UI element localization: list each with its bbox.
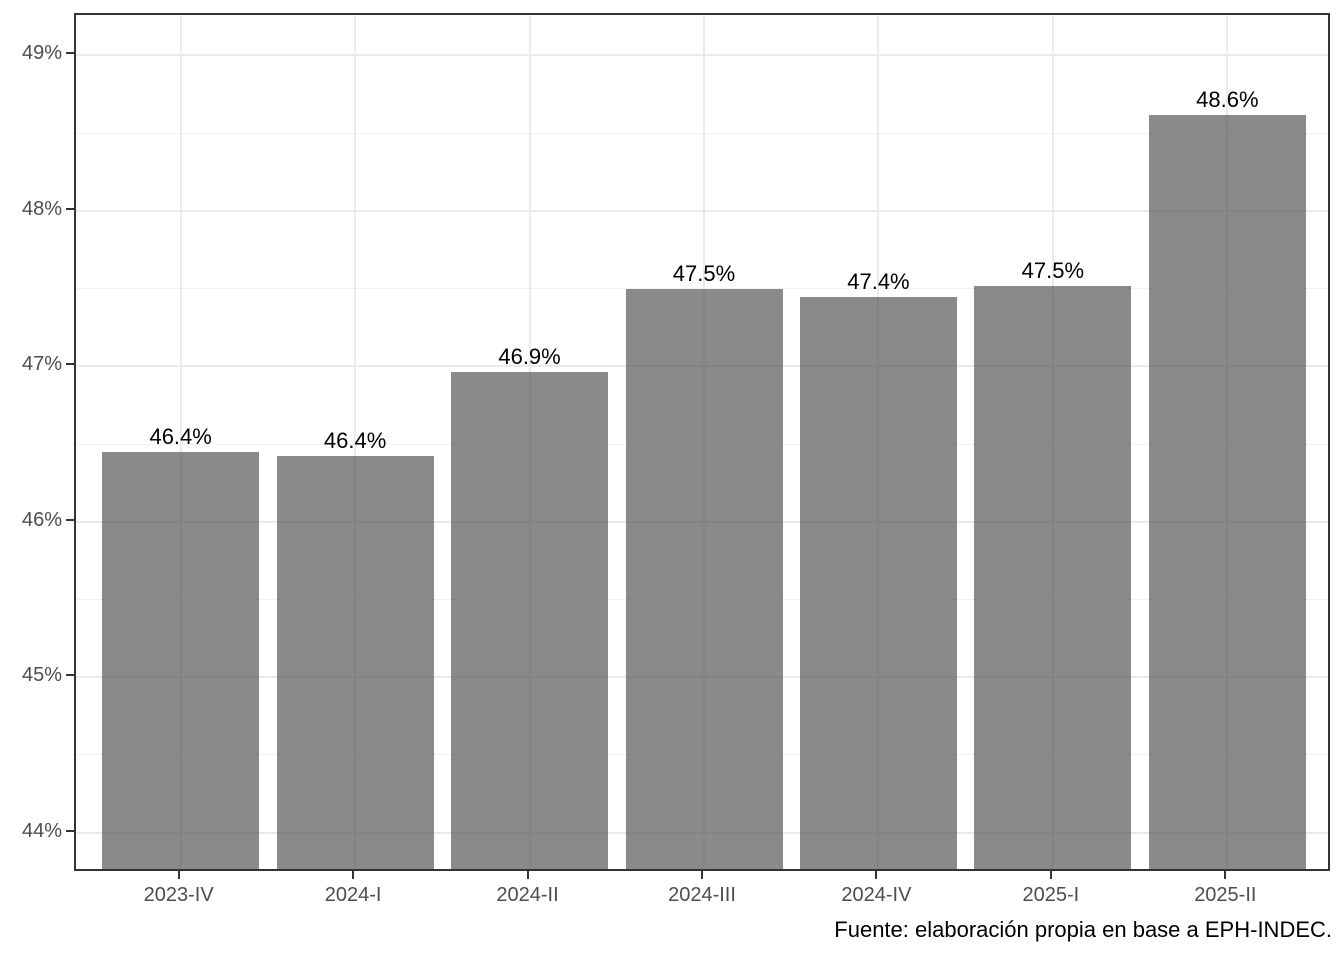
y-axis-tick-46	[66, 518, 74, 521]
x-axis-tick-2023-IV	[177, 871, 180, 879]
y-axis-tick-45	[66, 674, 74, 677]
bar-labels-layer: 46.4% 46.4% 46.9% 47.5% 47.4% 47.5% 48.6%	[76, 15, 1328, 869]
bar-value-label-2025-I: 47.5%	[1021, 258, 1085, 284]
gridline-minor-47.5	[76, 288, 1328, 290]
bar-value-label-2024-I: 46.4%	[323, 427, 387, 453]
y-axis-label-47: 47%	[21, 353, 62, 376]
bars-layer	[76, 15, 1328, 869]
bar-value-label-2024-III: 47.5%	[672, 261, 736, 287]
x-axis-tick-2024-III	[701, 871, 703, 879]
x-axis-label-2025-I: 2025-I	[1022, 884, 1080, 906]
y-axis-label-45: 45%	[21, 664, 62, 687]
bar-2025-I	[974, 286, 1132, 869]
x-axis-label-2024-IV: 2024-IV	[841, 884, 912, 906]
bar-2024-II	[451, 371, 609, 869]
x-axis-label-2023-IV: 2023-IV	[143, 884, 214, 906]
x-axis-tick-2025-I	[1049, 871, 1052, 879]
y-axis-label-44: 44%	[21, 819, 62, 842]
x-axis-tick-2024-IV	[875, 871, 878, 879]
bar-2024-III	[625, 289, 783, 869]
gridline-minor-48.5	[76, 132, 1328, 134]
bar-2025-II	[1148, 115, 1306, 869]
x-axis-label-2024-I: 2024-I	[324, 884, 382, 906]
x-axis-tick-2024-II	[526, 871, 529, 879]
bar-value-label-2024-II: 46.9%	[498, 343, 561, 369]
bar-value-label-2023-IV: 46.4%	[149, 424, 212, 450]
x-axis-tick-2024-I	[352, 871, 355, 879]
bar-2024-IV	[799, 297, 957, 869]
y-axis-label-48: 48%	[21, 197, 62, 220]
bar-value-label-2025-II: 48.6%	[1196, 87, 1259, 113]
x-axis-tick-2025-II	[1224, 871, 1227, 879]
bar-2024-I	[276, 455, 434, 869]
x-axis-label-2024-II: 2024-II	[496, 884, 559, 906]
plot-panel: 46.4% 46.4% 46.9% 47.5% 47.4% 47.5% 48.6%	[74, 13, 1330, 871]
y-axis-tick-48	[66, 207, 74, 210]
gridline-x-2024-I	[354, 15, 357, 869]
y-axis-tick-44	[66, 829, 74, 832]
source-caption: Fuente: elaboración propia en base a EPH…	[834, 917, 1332, 942]
y-axis-label-49: 49%	[21, 42, 62, 65]
y-axis-tick-47	[66, 363, 74, 366]
y-axis-label-46: 46%	[21, 508, 62, 531]
x-axis-label-2025-II: 2025-II	[1194, 884, 1257, 906]
bar-2023-IV	[102, 452, 260, 869]
gridline-major-48	[76, 209, 1328, 212]
gridline-x-2023-IV	[179, 15, 182, 869]
x-axis-label-2024-III: 2024-III	[668, 884, 736, 906]
bar-value-label-2024-IV: 47.4%	[847, 269, 910, 294]
gridline-major-49	[76, 54, 1328, 57]
y-axis-tick-49	[66, 52, 74, 55]
